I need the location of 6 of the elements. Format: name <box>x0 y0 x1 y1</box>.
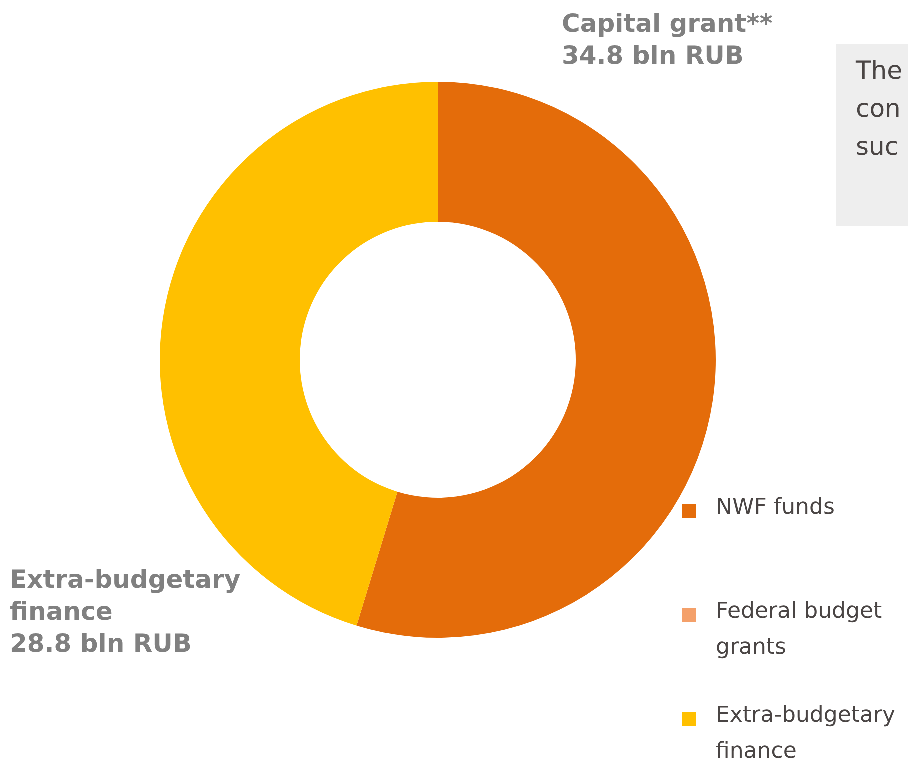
data-label: Extra-budgetary finance 28.8 bln RUB <box>10 564 241 660</box>
legend-label: NWF funds <box>716 494 835 522</box>
legend-label: Federal budget grants <box>716 598 884 662</box>
text: The con suc <box>836 44 908 226</box>
legend-label: Extra-budgetary finance <box>716 702 897 761</box>
data-label: Capital grant** 34.8 bln RUB <box>562 8 773 72</box>
